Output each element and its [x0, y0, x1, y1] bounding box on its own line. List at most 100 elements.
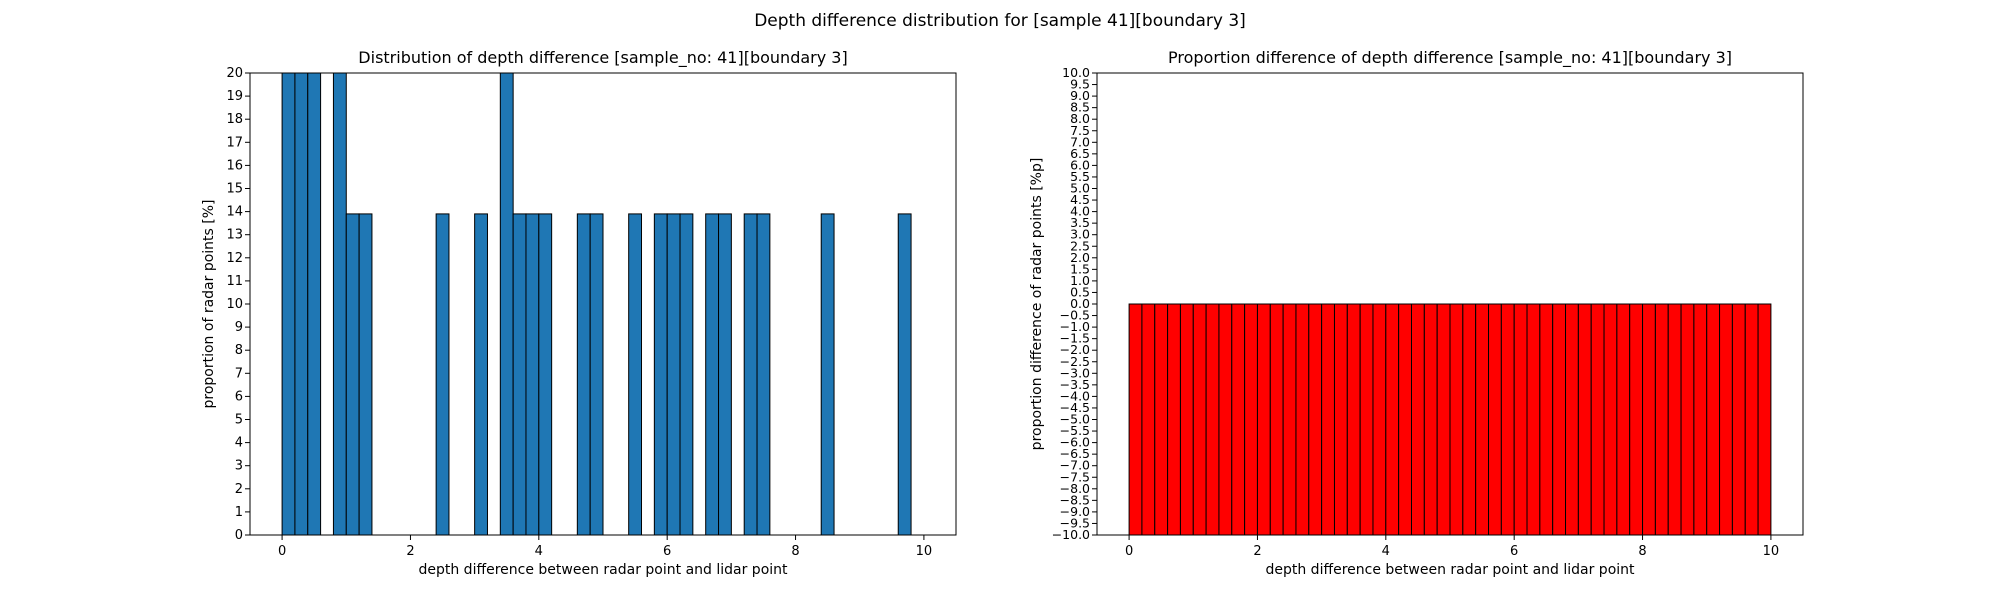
right-chart-y-tick-label: 7.5	[1070, 123, 1090, 138]
right-chart-bar	[1423, 303, 1438, 536]
left-chart-y-tick-label: 4	[235, 436, 243, 451]
right-chart-bar	[1744, 303, 1759, 536]
right-chart-y-tick-label: 8.0	[1070, 111, 1090, 126]
right-chart-y-tick-label: 9.0	[1070, 88, 1090, 103]
right-chart-bar	[1128, 303, 1143, 536]
right-chart-x-tick-label: 6	[1510, 544, 1518, 559]
right-chart-bar	[1256, 303, 1271, 536]
right-chart-y-tick-label: 1.0	[1070, 273, 1090, 288]
right-chart-bar	[1333, 303, 1348, 536]
left-chart-y-tick-label: 18	[226, 112, 243, 127]
right-chart-bar	[1154, 303, 1169, 536]
right-chart-bar	[1449, 303, 1464, 536]
left-chart-y-tick-label: 12	[226, 251, 243, 266]
left-chart-bar	[474, 213, 488, 536]
right-chart-y-tick-label: −9.0	[1060, 504, 1090, 519]
left-chart: Distribution of depth difference [sample…	[201, 48, 957, 578]
left-chart-y-tick-label: 0	[235, 528, 243, 543]
right-chart-y-tick-label: 3.5	[1070, 215, 1090, 230]
right-chart-y-tick-label: −0.5	[1060, 308, 1090, 323]
left-chart-bar	[538, 213, 553, 536]
right-chart-y-tick-label: 6.5	[1070, 146, 1090, 161]
left-chart-bar	[756, 213, 771, 536]
left-chart-x-tick-label: 0	[278, 544, 286, 559]
right-chart-y-tick-label: 1.5	[1070, 261, 1090, 276]
right-chart-bar	[1410, 303, 1425, 536]
right-chart-y-tick-label: 0.0	[1070, 296, 1090, 311]
right-chart-bar	[1295, 303, 1310, 536]
left-chart-bar	[679, 213, 694, 536]
right-chart-bar	[1231, 303, 1246, 536]
right-chart-bar	[1282, 303, 1297, 536]
right-chart-y-tick-label: −3.5	[1060, 377, 1090, 392]
right-chart-y-tick-label: −6.5	[1060, 446, 1090, 461]
left-chart-x-tick-label: 10	[916, 544, 933, 559]
right-chart-y-tick-label: −6.0	[1060, 435, 1090, 450]
left-chart-bar	[525, 213, 540, 536]
right-chart-y-tick-label: 9.5	[1070, 77, 1090, 92]
right-chart-bar	[1321, 303, 1335, 536]
left-chart-bars	[281, 72, 912, 536]
left-chart-bar	[435, 213, 450, 536]
left-chart-y-tick-label: 9	[235, 320, 243, 335]
right-chart-y-tick-label: 5.5	[1070, 169, 1090, 184]
right-chart-y-tick-label: −4.5	[1060, 400, 1090, 415]
right-chart-bar	[1757, 303, 1772, 536]
left-chart-bar	[294, 72, 309, 536]
right-chart-y-tick-label: 4.0	[1070, 204, 1090, 219]
right-chart-bar	[1654, 303, 1669, 536]
left-chart-x-axis-label: depth difference between radar point and…	[418, 562, 788, 578]
right-chart-bar	[1192, 303, 1207, 536]
right-chart-x-axis-label: depth difference between radar point and…	[1265, 562, 1635, 578]
right-chart-y-tick-label: 6.0	[1070, 157, 1090, 172]
right-chart-y-tick-label: 2.0	[1070, 250, 1090, 265]
figure-suptitle: Depth difference distribution for [sampl…	[754, 11, 1246, 31]
left-chart-y-tick-label: 13	[226, 228, 243, 243]
left-chart-y-tick-label: 20	[226, 66, 243, 81]
left-chart-y-tick-label: 1	[235, 505, 243, 520]
left-chart-bar	[653, 213, 668, 536]
left-chart-x-tick-label: 8	[791, 544, 799, 559]
left-chart-bar	[743, 213, 758, 536]
right-chart-y-tick-label: 7.0	[1070, 134, 1090, 149]
left-chart-x-ticks: 0 2 4 6 8 10	[278, 535, 932, 559]
right-chart-y-tick-label: 0.5	[1070, 284, 1090, 299]
left-chart-y-tick-label: 16	[226, 158, 243, 173]
right-chart-bar	[1642, 303, 1656, 536]
right-chart-y-tick-label: −4.0	[1060, 388, 1090, 403]
right-chart-bar	[1526, 303, 1541, 536]
left-chart-bar	[820, 213, 835, 536]
right-chart-bar	[1372, 303, 1387, 536]
right-chart-bar	[1590, 303, 1605, 536]
right-chart-y-tick-label: −3.0	[1060, 365, 1090, 380]
right-chart-bar	[1616, 303, 1631, 536]
left-chart-bar	[576, 213, 591, 536]
right-chart-bar	[1706, 303, 1721, 536]
right-chart-y-tick-label: −5.0	[1060, 412, 1090, 427]
right-chart-y-tick-label: −1.5	[1060, 331, 1090, 346]
left-chart-bar	[281, 72, 296, 536]
right-chart-bar	[1218, 303, 1233, 536]
left-chart-bar	[897, 213, 912, 536]
right-chart-bar	[1603, 303, 1618, 536]
right-chart-bar	[1244, 303, 1258, 536]
left-chart-x-tick-label: 2	[406, 544, 414, 559]
left-chart-bar	[358, 213, 373, 536]
right-chart-y-axis-label: proportion difference of radar points [%…	[1029, 158, 1045, 451]
left-chart-bar	[718, 213, 732, 536]
left-chart-bar	[332, 72, 347, 536]
right-chart-y-tick-label: 8.5	[1070, 100, 1090, 115]
right-chart-x-tick-label: 2	[1253, 544, 1261, 559]
right-chart-bar	[1141, 303, 1156, 536]
left-chart-bar	[705, 213, 720, 536]
right-chart-bar	[1680, 303, 1695, 536]
right-chart-title: Proportion difference of depth differenc…	[1168, 48, 1732, 68]
right-chart-y-tick-label: −7.0	[1060, 458, 1090, 473]
left-chart-bar	[512, 213, 527, 536]
left-chart-y-tick-label: 5	[235, 413, 243, 428]
right-chart-bar	[1693, 303, 1708, 536]
left-chart-y-tick-label: 3	[235, 459, 243, 474]
right-chart-bar	[1552, 303, 1567, 536]
